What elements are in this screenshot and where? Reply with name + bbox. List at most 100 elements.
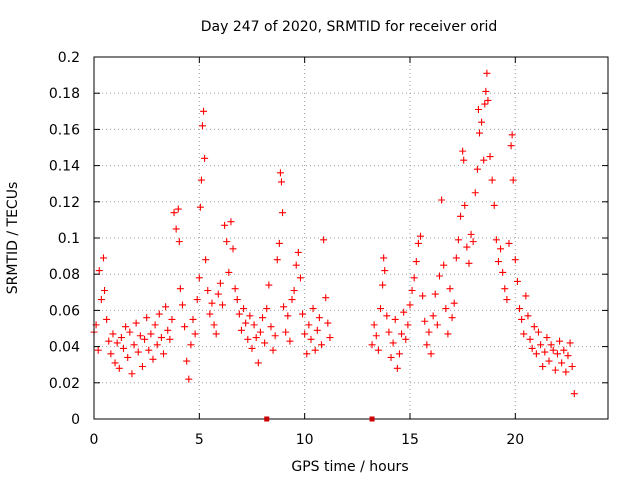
x-axis-label: GPS time / hours [291, 459, 408, 475]
data-point [503, 296, 511, 304]
data-point [168, 315, 176, 323]
data-point [311, 346, 319, 354]
data-point [427, 350, 435, 358]
data-point [322, 294, 330, 302]
y-tick-labels: 0 0.02 0.04 0.06 0.08 0.1 0.12 0.14 0.16 0.18 0.2 [49, 50, 80, 428]
data-point [518, 315, 526, 323]
data-point [391, 315, 399, 323]
y-tick-label: 0.16 [49, 122, 80, 138]
data-point [141, 335, 149, 343]
data-point [132, 319, 140, 327]
data-point [534, 328, 542, 336]
data-point [560, 346, 568, 354]
data-point [193, 296, 201, 304]
data-point [246, 312, 254, 320]
data-point [294, 248, 302, 256]
data-point [126, 328, 134, 336]
data-point [185, 375, 193, 383]
data-point [469, 238, 477, 246]
data-point [178, 301, 186, 309]
y-axis-label: SRMTID / TECUs [5, 182, 21, 295]
data-point [543, 334, 551, 342]
data-point [201, 154, 209, 162]
data-point [539, 363, 547, 371]
data-point [301, 330, 309, 338]
data-point [444, 330, 452, 338]
x-axis-marker [264, 416, 270, 422]
data-point [95, 267, 103, 275]
data-point [528, 344, 536, 352]
data-point [122, 323, 130, 331]
data-point [541, 348, 549, 356]
data-point [537, 341, 545, 349]
data-point [214, 290, 222, 298]
data-point [237, 326, 245, 334]
data-point [149, 355, 157, 363]
data-point [480, 156, 488, 164]
x-tick-label: 20 [506, 432, 524, 448]
data-point [128, 370, 136, 378]
data-point [235, 310, 243, 318]
data-point [549, 346, 557, 354]
data-point [229, 245, 237, 253]
data-point [223, 238, 231, 246]
data-point [372, 332, 380, 340]
data-point [303, 350, 311, 358]
data-point [484, 96, 492, 104]
data-point [435, 272, 443, 280]
data-point [318, 341, 326, 349]
y-tick-label: 0.04 [49, 340, 80, 356]
data-point [286, 337, 294, 345]
data-point [459, 147, 467, 155]
data-point [505, 239, 513, 247]
data-point [467, 230, 475, 238]
data-point [374, 346, 382, 354]
chart-title: Day 247 of 2020, SRMTID for receiver ori… [201, 19, 498, 35]
data-point [425, 328, 433, 336]
data-point [115, 364, 123, 372]
data-point [296, 274, 304, 282]
data-point [157, 334, 165, 342]
data-point [553, 350, 561, 358]
data-point [256, 328, 264, 336]
data-point [400, 308, 408, 316]
data-point [299, 310, 307, 318]
x-tick-labels: 0 5 10 15 20 [90, 432, 525, 448]
data-point [162, 303, 170, 311]
data-point [166, 335, 174, 343]
y-tick-label: 0.2 [58, 50, 80, 66]
data-point [309, 305, 317, 313]
data-point [387, 353, 395, 361]
data-point [240, 305, 248, 313]
data-point [119, 344, 127, 352]
data-point [499, 268, 507, 276]
data-point [446, 285, 454, 293]
data-point [261, 339, 269, 347]
data-point [275, 239, 283, 247]
axis-ticks [93, 56, 608, 420]
data-point [305, 321, 313, 329]
data-point [252, 334, 260, 342]
data-point [551, 366, 559, 374]
data-point [440, 261, 448, 269]
data-point [370, 321, 378, 329]
data-point [197, 176, 205, 184]
data-point [175, 238, 183, 246]
data-point [187, 341, 195, 349]
data-point [109, 330, 117, 338]
data-point [181, 323, 189, 331]
data-point [471, 189, 479, 197]
data-point [259, 314, 267, 322]
data-point [212, 330, 220, 338]
y-tick-label: 0.06 [49, 303, 80, 319]
data-point [414, 239, 422, 247]
data-point [105, 337, 113, 345]
data-point [368, 341, 376, 349]
y-tick-label: 0.12 [49, 195, 80, 211]
data-point [189, 315, 197, 323]
data-point [94, 346, 102, 354]
data-point [532, 350, 540, 358]
data-point [465, 259, 473, 267]
data-point [244, 335, 252, 343]
data-point [254, 359, 262, 367]
